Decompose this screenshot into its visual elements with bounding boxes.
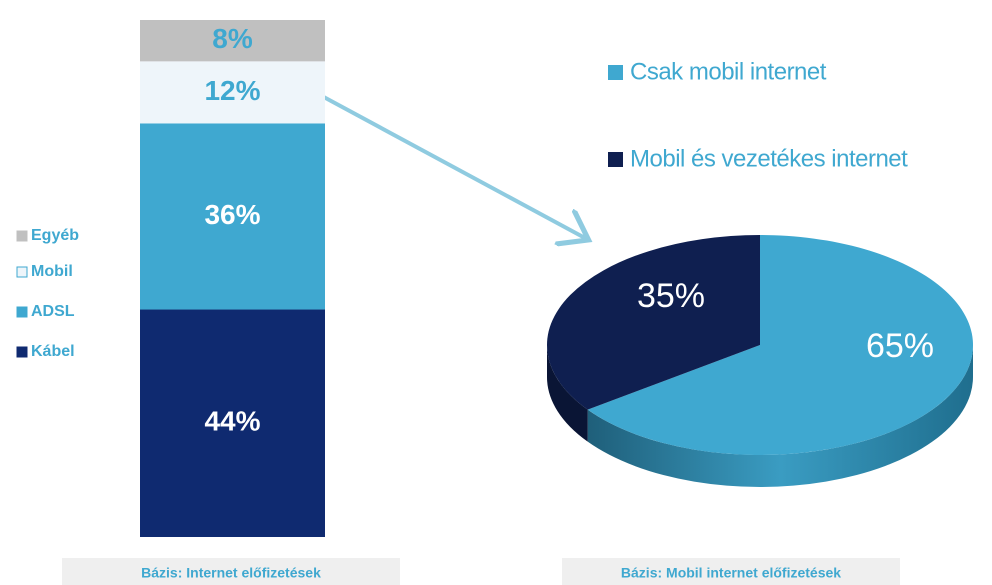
bar-segment (140, 20, 325, 62)
bar-segment (140, 61, 325, 124)
footnote-box (62, 558, 400, 585)
data-label: 35% (637, 277, 705, 315)
legend-swatch (608, 152, 623, 167)
footnote-box (562, 558, 900, 585)
legend-swatch (608, 65, 623, 80)
bar-segment (140, 309, 325, 537)
footnote: Bázis: Mobil internet előfizetések (621, 565, 841, 581)
data-label: 36% (204, 199, 260, 230)
arrow (319, 93, 585, 238)
data-label: 12% (204, 75, 260, 106)
pie-side (547, 345, 588, 442)
data-label: 65% (866, 327, 934, 365)
bar-segment (140, 123, 325, 310)
legend-label: Mobil (31, 263, 73, 280)
legend-label: ADSL (31, 303, 75, 320)
data-label: 44% (204, 406, 260, 437)
data-label: 8% (212, 23, 253, 54)
legend-swatch (16, 306, 28, 318)
legend-label: Kábel (31, 343, 75, 360)
footnote: Bázis: Internet előfizetések (141, 565, 321, 581)
legend-swatch (16, 230, 28, 242)
legend-label: Csak mobil internet (630, 58, 827, 85)
pie-slice (587, 235, 973, 455)
pie-side (587, 345, 973, 487)
pie-slice (547, 234, 760, 410)
legend-swatch (16, 346, 28, 358)
legend-label: Mobil és vezetékes internet (630, 145, 908, 172)
legend-swatch (16, 266, 28, 278)
legend-label: Egyéb (31, 227, 79, 244)
